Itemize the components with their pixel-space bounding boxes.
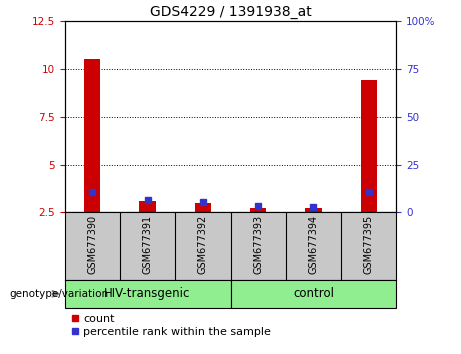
Bar	[250, 207, 266, 212]
Bar	[195, 203, 211, 212]
Text: genotype/variation: genotype/variation	[9, 289, 108, 299]
Bar	[230, 280, 396, 308]
Bar	[361, 80, 377, 212]
Bar	[139, 201, 156, 212]
Text: GSM677391: GSM677391	[142, 215, 153, 274]
Bar	[65, 280, 230, 308]
Text: control: control	[293, 287, 334, 300]
Text: GSM677393: GSM677393	[253, 215, 263, 274]
Text: GSM677395: GSM677395	[364, 215, 374, 274]
Text: GSM677390: GSM677390	[87, 215, 97, 274]
Text: GSM677394: GSM677394	[308, 215, 319, 274]
Text: HIV-transgenic: HIV-transgenic	[104, 287, 191, 300]
Bar	[84, 59, 100, 212]
Title: GDS4229 / 1391938_at: GDS4229 / 1391938_at	[150, 5, 311, 19]
Legend: count, percentile rank within the sample: count, percentile rank within the sample	[70, 314, 272, 337]
Text: GSM677392: GSM677392	[198, 215, 208, 274]
Bar	[305, 208, 322, 212]
